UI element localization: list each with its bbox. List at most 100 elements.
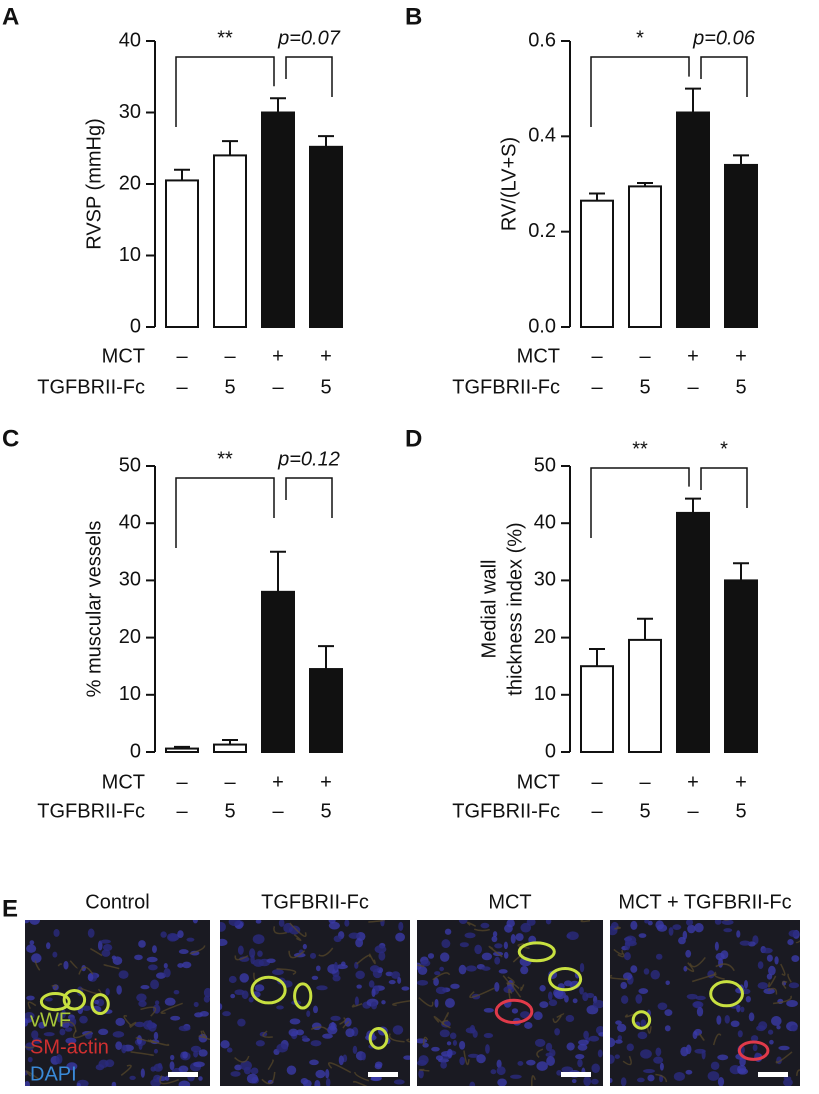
nucleus [770,1016,782,1026]
nucleus [776,1025,781,1030]
nucleus [397,976,402,984]
nucleus [296,1029,305,1036]
tissue [614,926,621,930]
nucleus [222,1011,231,1017]
tissue [128,1021,137,1029]
condition-value: + [320,345,332,367]
nucleus [517,1061,524,1066]
nucleus [520,966,529,975]
nucleus [730,1020,740,1028]
nucleus [398,921,404,931]
condition-value: – [591,800,603,822]
nucleus [769,1039,774,1045]
nucleus [431,1046,440,1052]
nucleus [554,1028,560,1036]
image-title: MCT [488,891,531,913]
tissue [781,980,788,989]
condition-value: – [272,376,284,398]
bar [676,511,710,753]
tissue [318,947,334,957]
nucleus [289,1018,301,1025]
nucleus [441,939,451,948]
image-title: MCT + TGFBRII-Fc [618,891,791,913]
nucleus [739,940,751,946]
nucleus [134,1021,145,1028]
nucleus [43,1032,55,1037]
tissue [552,1015,562,1024]
nucleus [643,968,650,975]
tissue [34,960,41,971]
nucleus [111,1081,117,1086]
condition-value: 5 [224,800,235,822]
nucleus [694,923,704,933]
nucleus [718,957,724,968]
y-tick-label: 40 [119,29,141,51]
nucleus [272,969,284,976]
significance-label: * [720,438,728,460]
nucleus [306,1010,311,1018]
nucleus [791,955,800,963]
tissue [617,952,625,958]
bar [580,199,614,328]
y-tick-label: 30 [119,569,141,591]
condition-value: – [176,345,188,367]
nucleus [630,920,638,930]
tissue [713,971,725,980]
nucleus [452,1039,458,1046]
y-tick-label: 30 [534,569,556,591]
tissue [351,1003,363,1008]
nucleus [591,1063,600,1073]
y-tick-label: 40 [119,511,141,533]
nucleus [181,961,192,969]
tissue [624,1012,636,1018]
nucleus [64,1027,73,1032]
tissue [520,984,525,992]
nucleus [146,956,158,963]
nucleus [160,931,167,938]
nucleus [433,977,439,987]
nucleus [783,1078,793,1086]
y-tick-label: 50 [119,454,141,476]
tissue [392,1000,410,1007]
bar [676,111,710,328]
condition-value: 5 [224,376,235,398]
nucleus [497,1078,507,1086]
nucleus [112,956,123,965]
nucleus [302,943,307,950]
nucleus [435,986,447,995]
nucleus [276,1005,284,1010]
nucleus [46,942,51,950]
nucleus [325,1078,331,1086]
nucleus [752,1044,758,1052]
nucleus [610,1054,615,1064]
nucleus [156,972,166,979]
nucleus [787,938,794,946]
nucleus [577,1059,583,1068]
nucleus [97,940,103,951]
nucleus [579,986,584,995]
nucleus [25,1011,35,1020]
condition-value: + [272,345,284,367]
condition-value: – [224,771,236,793]
nucleus [647,1074,655,1082]
stain-label: DAPI [30,1063,77,1085]
nucleus [173,989,180,995]
tissue [368,920,385,923]
y-tick-label: 10 [119,244,141,266]
tissue [796,1069,800,1076]
nucleus [546,1056,555,1067]
nucleus [239,956,250,962]
panel-label: A [2,3,19,30]
nucleus [526,1059,536,1066]
nucleus [717,1076,725,1086]
nucleus [745,995,751,1003]
nucleus [136,993,147,1002]
nucleus [327,1025,338,1035]
error-bar [174,745,190,749]
nucleus [153,1031,159,1040]
nucleus [534,1038,546,1048]
nucleus [164,997,176,1006]
nucleus [723,928,733,933]
tissue [712,1033,722,1046]
tissue [135,1036,155,1044]
